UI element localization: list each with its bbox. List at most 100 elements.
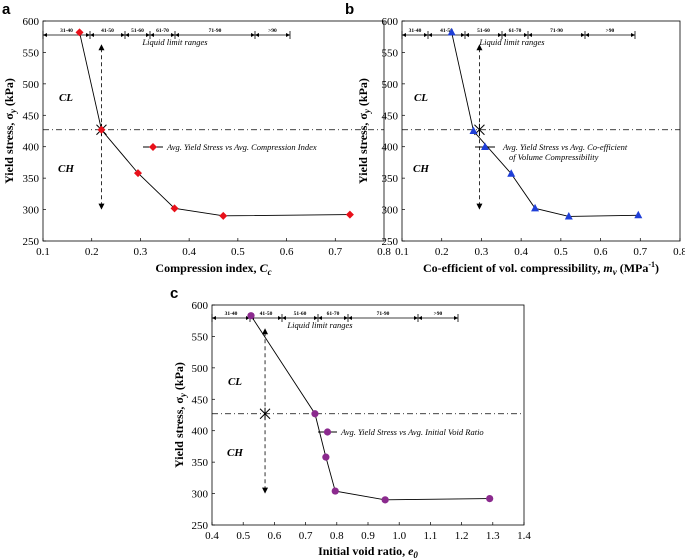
range-arrowhead <box>524 33 528 37</box>
range-arrowhead <box>171 33 175 37</box>
x-tick-label: 0.8 <box>377 246 391 258</box>
plot-frame <box>42 20 385 242</box>
data-point <box>97 125 106 134</box>
y-tick-label: 500 <box>23 79 40 91</box>
x-tick-label: 0.7 <box>633 246 647 258</box>
range-arrowhead <box>461 33 465 37</box>
zone-label-cl: CL <box>228 376 242 388</box>
x-tick-label: 0.9 <box>361 530 375 542</box>
range-arrowhead <box>282 316 286 320</box>
y-tick-label: 400 <box>23 142 40 154</box>
zone-label-cl: CL <box>414 92 428 104</box>
range-arrowhead <box>246 316 250 320</box>
data-point <box>634 210 643 219</box>
x-tick-label: 0.4 <box>182 246 196 258</box>
data-point <box>381 496 389 504</box>
x-tick-label: 0.3 <box>134 246 148 258</box>
x-tick-label: 0.6 <box>594 246 608 258</box>
range-arrowhead <box>212 316 216 320</box>
range-label: 31-40 <box>409 28 422 34</box>
legend-marker <box>323 428 332 436</box>
legend-label: Avg. Yield Stress vs Avg. Co-efficient <box>502 142 628 152</box>
data-point <box>469 126 478 134</box>
range-label: 71-90 <box>209 28 222 34</box>
x-tick-label: 0.1 <box>395 246 409 258</box>
y-tick-label: 500 <box>192 363 209 375</box>
range-arrowhead <box>150 33 154 37</box>
range-label: >90 <box>434 311 443 317</box>
legend-marker <box>149 143 157 151</box>
y-tick-label: 250 <box>192 520 209 532</box>
transition-arrowhead-down <box>98 203 105 210</box>
panel-label: a <box>2 1 11 18</box>
transition-arrowhead-up <box>98 44 105 51</box>
y-tick-label: 350 <box>23 173 40 185</box>
range-label: >90 <box>606 28 615 34</box>
y-tick-label: 250 <box>23 236 40 248</box>
range-label: 41-50 <box>440 28 453 34</box>
legend: Avg. Yield Stress vs Avg. Compression In… <box>143 142 317 152</box>
x-tick-label: 1.0 <box>392 530 406 542</box>
transition-arrowhead-up <box>262 328 269 335</box>
x-tick-label: 0.5 <box>554 246 568 258</box>
range-arrowhead <box>348 316 352 320</box>
range-label: >90 <box>268 28 277 34</box>
zone-label-ch: CH <box>227 447 243 459</box>
range-arrowhead <box>418 316 422 320</box>
range-arrowhead <box>528 33 532 37</box>
chart-panel-a: a 250 300 350 400 450 500 550 600 0.1 0.2 0.3 0.4 0.5… <box>2 1 391 277</box>
x-tick-label: 0.5 <box>231 246 245 258</box>
range-arrowhead <box>428 33 432 37</box>
intersection-marker <box>259 407 271 420</box>
range-arrowhead <box>465 33 469 37</box>
x-tick-label: 0.2 <box>435 246 449 258</box>
series-line <box>250 315 490 501</box>
x-tick-label: 0.4 <box>205 530 219 542</box>
y-tick-label: 450 <box>192 394 209 406</box>
range-arrowhead <box>424 33 428 37</box>
transition-arrowhead-down <box>476 203 483 210</box>
data-point <box>247 312 255 320</box>
x-tick-label: 0.6 <box>280 246 294 258</box>
chart-panel-c: c 250 300 350 400 450 500 550 600 0.4 0.5 0.6 0.7 0.8… <box>170 285 531 559</box>
range-label: 61-70 <box>156 28 169 34</box>
x-tick-label: 1.2 <box>455 530 469 542</box>
y-tick-label: 600 <box>382 16 399 28</box>
range-arrowhead <box>90 33 94 37</box>
y-tick-label: 250 <box>382 236 399 248</box>
x-tick-label: 0.7 <box>299 530 313 542</box>
range-label: 41-50 <box>260 311 273 317</box>
data-point <box>486 495 494 503</box>
data-point <box>564 211 573 220</box>
range-arrowhead <box>255 33 259 37</box>
zone-label-cl: CL <box>59 92 73 104</box>
x-tick-label: 0.2 <box>85 246 99 258</box>
y-tick-label: 350 <box>192 457 209 469</box>
range-arrowhead <box>454 316 458 320</box>
x-tick-label: 0.5 <box>236 530 250 542</box>
x-tick-label: 0.1 <box>36 246 50 258</box>
panel-label: c <box>170 285 178 302</box>
zone-label-ch: CH <box>413 163 429 175</box>
range-label: 61-70 <box>509 28 522 34</box>
y-tick-label: 500 <box>382 79 399 91</box>
x-tick-label: 1.4 <box>517 530 531 542</box>
range-arrowhead <box>314 316 318 320</box>
range-label: 51-60 <box>477 28 490 34</box>
range-label: 51-60 <box>294 311 307 317</box>
x-tick-label: 0.8 <box>673 246 685 258</box>
data-point <box>345 210 354 219</box>
range-arrowhead <box>498 33 502 37</box>
range-arrowhead <box>502 33 506 37</box>
range-arrowhead <box>251 33 255 37</box>
x-tick-label: 0.7 <box>328 246 342 258</box>
legend-marker <box>481 142 489 150</box>
y-tick-label: 600 <box>23 16 40 28</box>
data-point <box>219 211 228 220</box>
range-arrowhead <box>414 316 418 320</box>
y-tick-label: 600 <box>192 300 209 312</box>
transition-arrowhead-up <box>476 44 483 51</box>
series-line <box>79 32 350 217</box>
range-arrowhead <box>585 33 589 37</box>
